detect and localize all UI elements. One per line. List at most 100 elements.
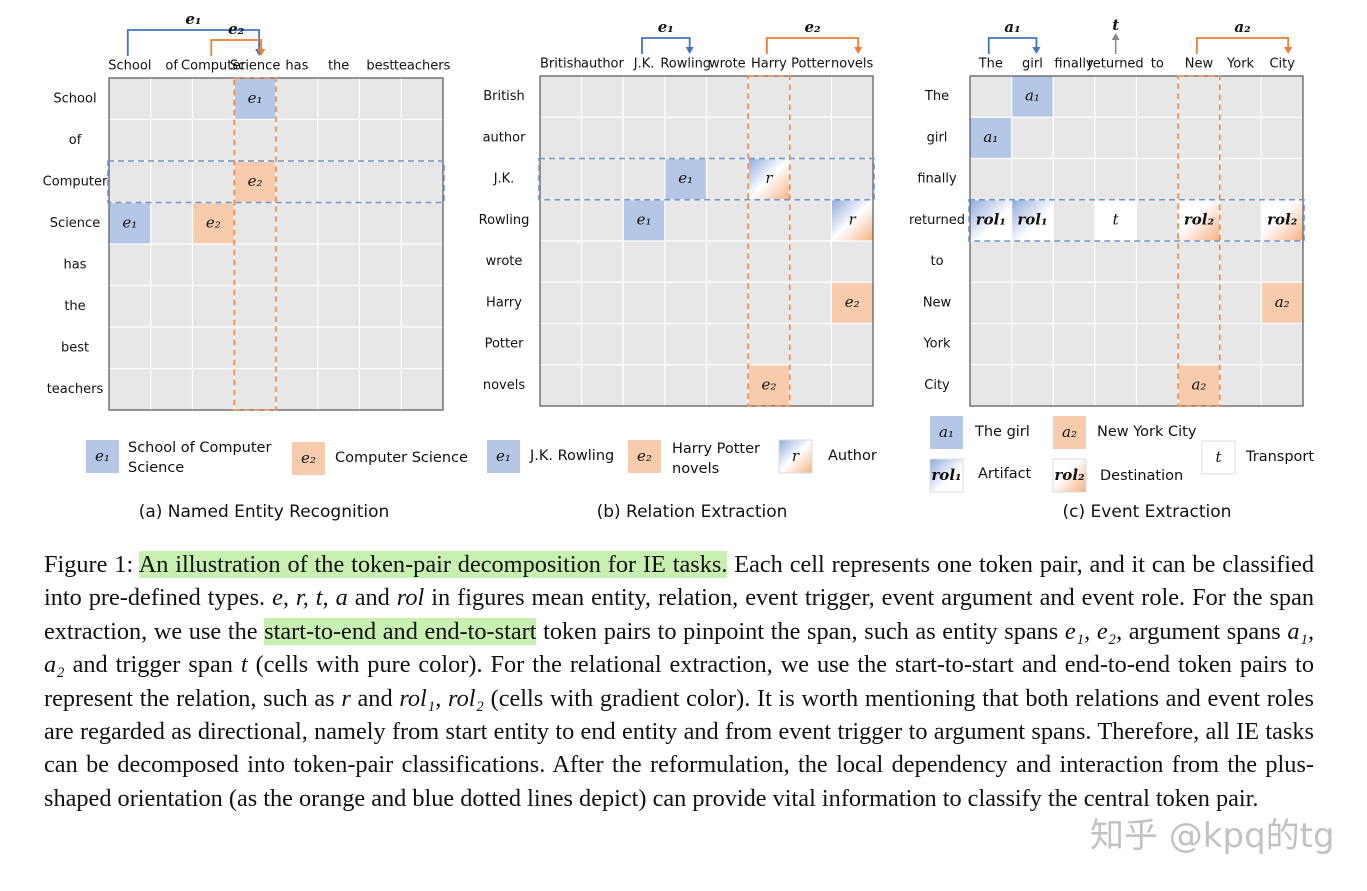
column-token: novels <box>831 57 873 72</box>
legend-text: Destination <box>1100 468 1183 484</box>
row-token: Computer <box>43 174 108 189</box>
cell <box>623 199 665 241</box>
arrow-head <box>1111 33 1120 40</box>
legend-swatch <box>1053 416 1086 449</box>
column-highlight <box>747 75 791 407</box>
row-token: City <box>924 378 950 393</box>
column-token: to <box>1151 57 1164 72</box>
legend-symbol: a₁ <box>939 423 954 441</box>
row-token: the <box>64 299 85 314</box>
cell-label: rol₂ <box>1184 210 1215 228</box>
arrow-label: t <box>1112 16 1119 34</box>
cell-label: a₂ <box>1275 293 1290 311</box>
cell-label: rol₂ <box>1267 210 1298 228</box>
row-token: teachers <box>47 382 104 397</box>
row-token: returned <box>909 213 965 228</box>
panel-caption: (c) Event Extraction <box>1063 502 1232 522</box>
arrow-head <box>257 49 266 56</box>
cell-label: rol₁ <box>1017 210 1047 228</box>
row-token: British <box>483 89 525 104</box>
row-token: Potter <box>485 337 525 352</box>
legend-text: J.K. Rowling <box>529 448 614 464</box>
caption-plain: Each cell represents one token pair, and… <box>44 551 1314 612</box>
row-highlight <box>968 198 1305 242</box>
grid-border <box>539 75 874 407</box>
legend-symbol: rol₁ <box>931 466 961 484</box>
column-token: Science <box>230 59 280 74</box>
panel-caption: (b) Relation Extraction <box>597 502 788 522</box>
cell-label: a₁ <box>983 128 998 146</box>
cell <box>234 78 276 120</box>
row-token: author <box>483 130 526 145</box>
column-token: of <box>165 59 178 74</box>
cell <box>831 199 873 241</box>
caption-plain: token pairs to pinpoint the span, such a… <box>536 617 1065 645</box>
arrow <box>1195 37 1290 54</box>
caption-math: t <box>240 651 248 679</box>
column-token: teachers <box>394 59 451 74</box>
column-token: School <box>108 59 151 74</box>
legend-swatch <box>1052 458 1087 493</box>
arrow-label: e₂ <box>804 18 821 36</box>
cell-label: t <box>1113 210 1120 228</box>
cell <box>234 161 276 203</box>
legend-text: Artifact <box>978 466 1032 482</box>
cell <box>664 158 707 200</box>
caption-plain: Figure 1: <box>44 551 139 578</box>
caption-highlight: start-to-end and end-to-start <box>264 617 537 645</box>
column-token: The <box>978 57 1003 72</box>
row-token: York <box>922 337 951 352</box>
caption-plain: (cells with pure color). For the relatio… <box>44 651 1314 712</box>
caption-math: r <box>341 684 351 712</box>
column-highlight <box>1177 75 1221 407</box>
cell-label: e₁ <box>637 210 652 228</box>
column-token: J.K. <box>633 57 655 72</box>
arrow-label: e₁ <box>658 18 674 36</box>
legend-swatch <box>929 458 964 493</box>
legend-text: Transport <box>1245 449 1314 465</box>
legend-symbol: a₂ <box>1062 423 1077 441</box>
figure-caption: Figure 1: An illustration of the token-p… <box>44 548 1314 815</box>
row-token: wrote <box>486 254 523 269</box>
caption-highlight: An illustration of the token-pair decomp… <box>138 551 728 578</box>
legend-text: School of Computer <box>128 440 271 456</box>
caption-math: e₁, e₂ <box>1064 617 1117 645</box>
legend-symbol: r <box>792 447 800 465</box>
cell <box>1261 282 1303 324</box>
cell <box>109 202 151 244</box>
arrow-head <box>1284 47 1293 54</box>
row-token: J.K. <box>493 172 515 187</box>
cell-label: e₂ <box>845 293 860 311</box>
cell <box>1178 199 1220 241</box>
legend-swatch <box>930 416 963 449</box>
cell-label: r <box>849 210 857 228</box>
cell-label: e₁ <box>122 213 137 231</box>
row-token: finally <box>917 172 957 187</box>
row-token: Rowling <box>479 213 530 228</box>
arrow-head <box>685 47 694 54</box>
legend-symbol: t <box>1215 448 1222 466</box>
column-token: New <box>1185 57 1214 72</box>
arrow <box>987 37 1038 54</box>
cell <box>748 158 790 200</box>
legend-swatch <box>292 442 325 475</box>
legend-symbol: e₁ <box>95 447 110 465</box>
legend-symbol: e₂ <box>637 447 652 465</box>
cell <box>970 117 1012 159</box>
cell-label: e₂ <box>761 375 776 393</box>
column-token: Harry <box>751 57 787 72</box>
legend-swatch <box>778 439 813 474</box>
column-highlight <box>233 77 277 411</box>
cell <box>1011 76 1054 118</box>
column-token: Rowling <box>660 57 711 72</box>
caption-math: a₁, a₂ <box>44 617 1315 679</box>
legend-text: Harry Potter <box>672 441 760 457</box>
row-token: has <box>64 257 87 272</box>
caption-plain: and trigger span <box>64 651 241 679</box>
cell <box>748 364 790 406</box>
cell <box>1011 199 1054 241</box>
legend-symbol: e₁ <box>496 447 511 465</box>
arrow <box>765 37 860 54</box>
